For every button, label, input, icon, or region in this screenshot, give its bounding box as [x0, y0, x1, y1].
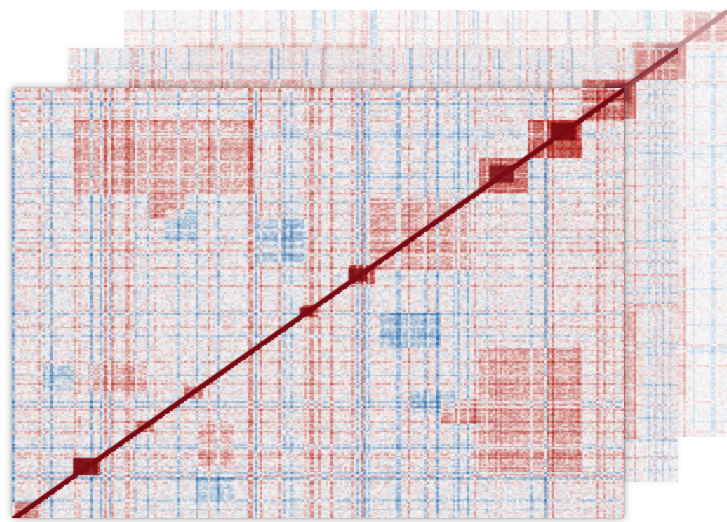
heatmap-layer-front	[12, 88, 624, 518]
